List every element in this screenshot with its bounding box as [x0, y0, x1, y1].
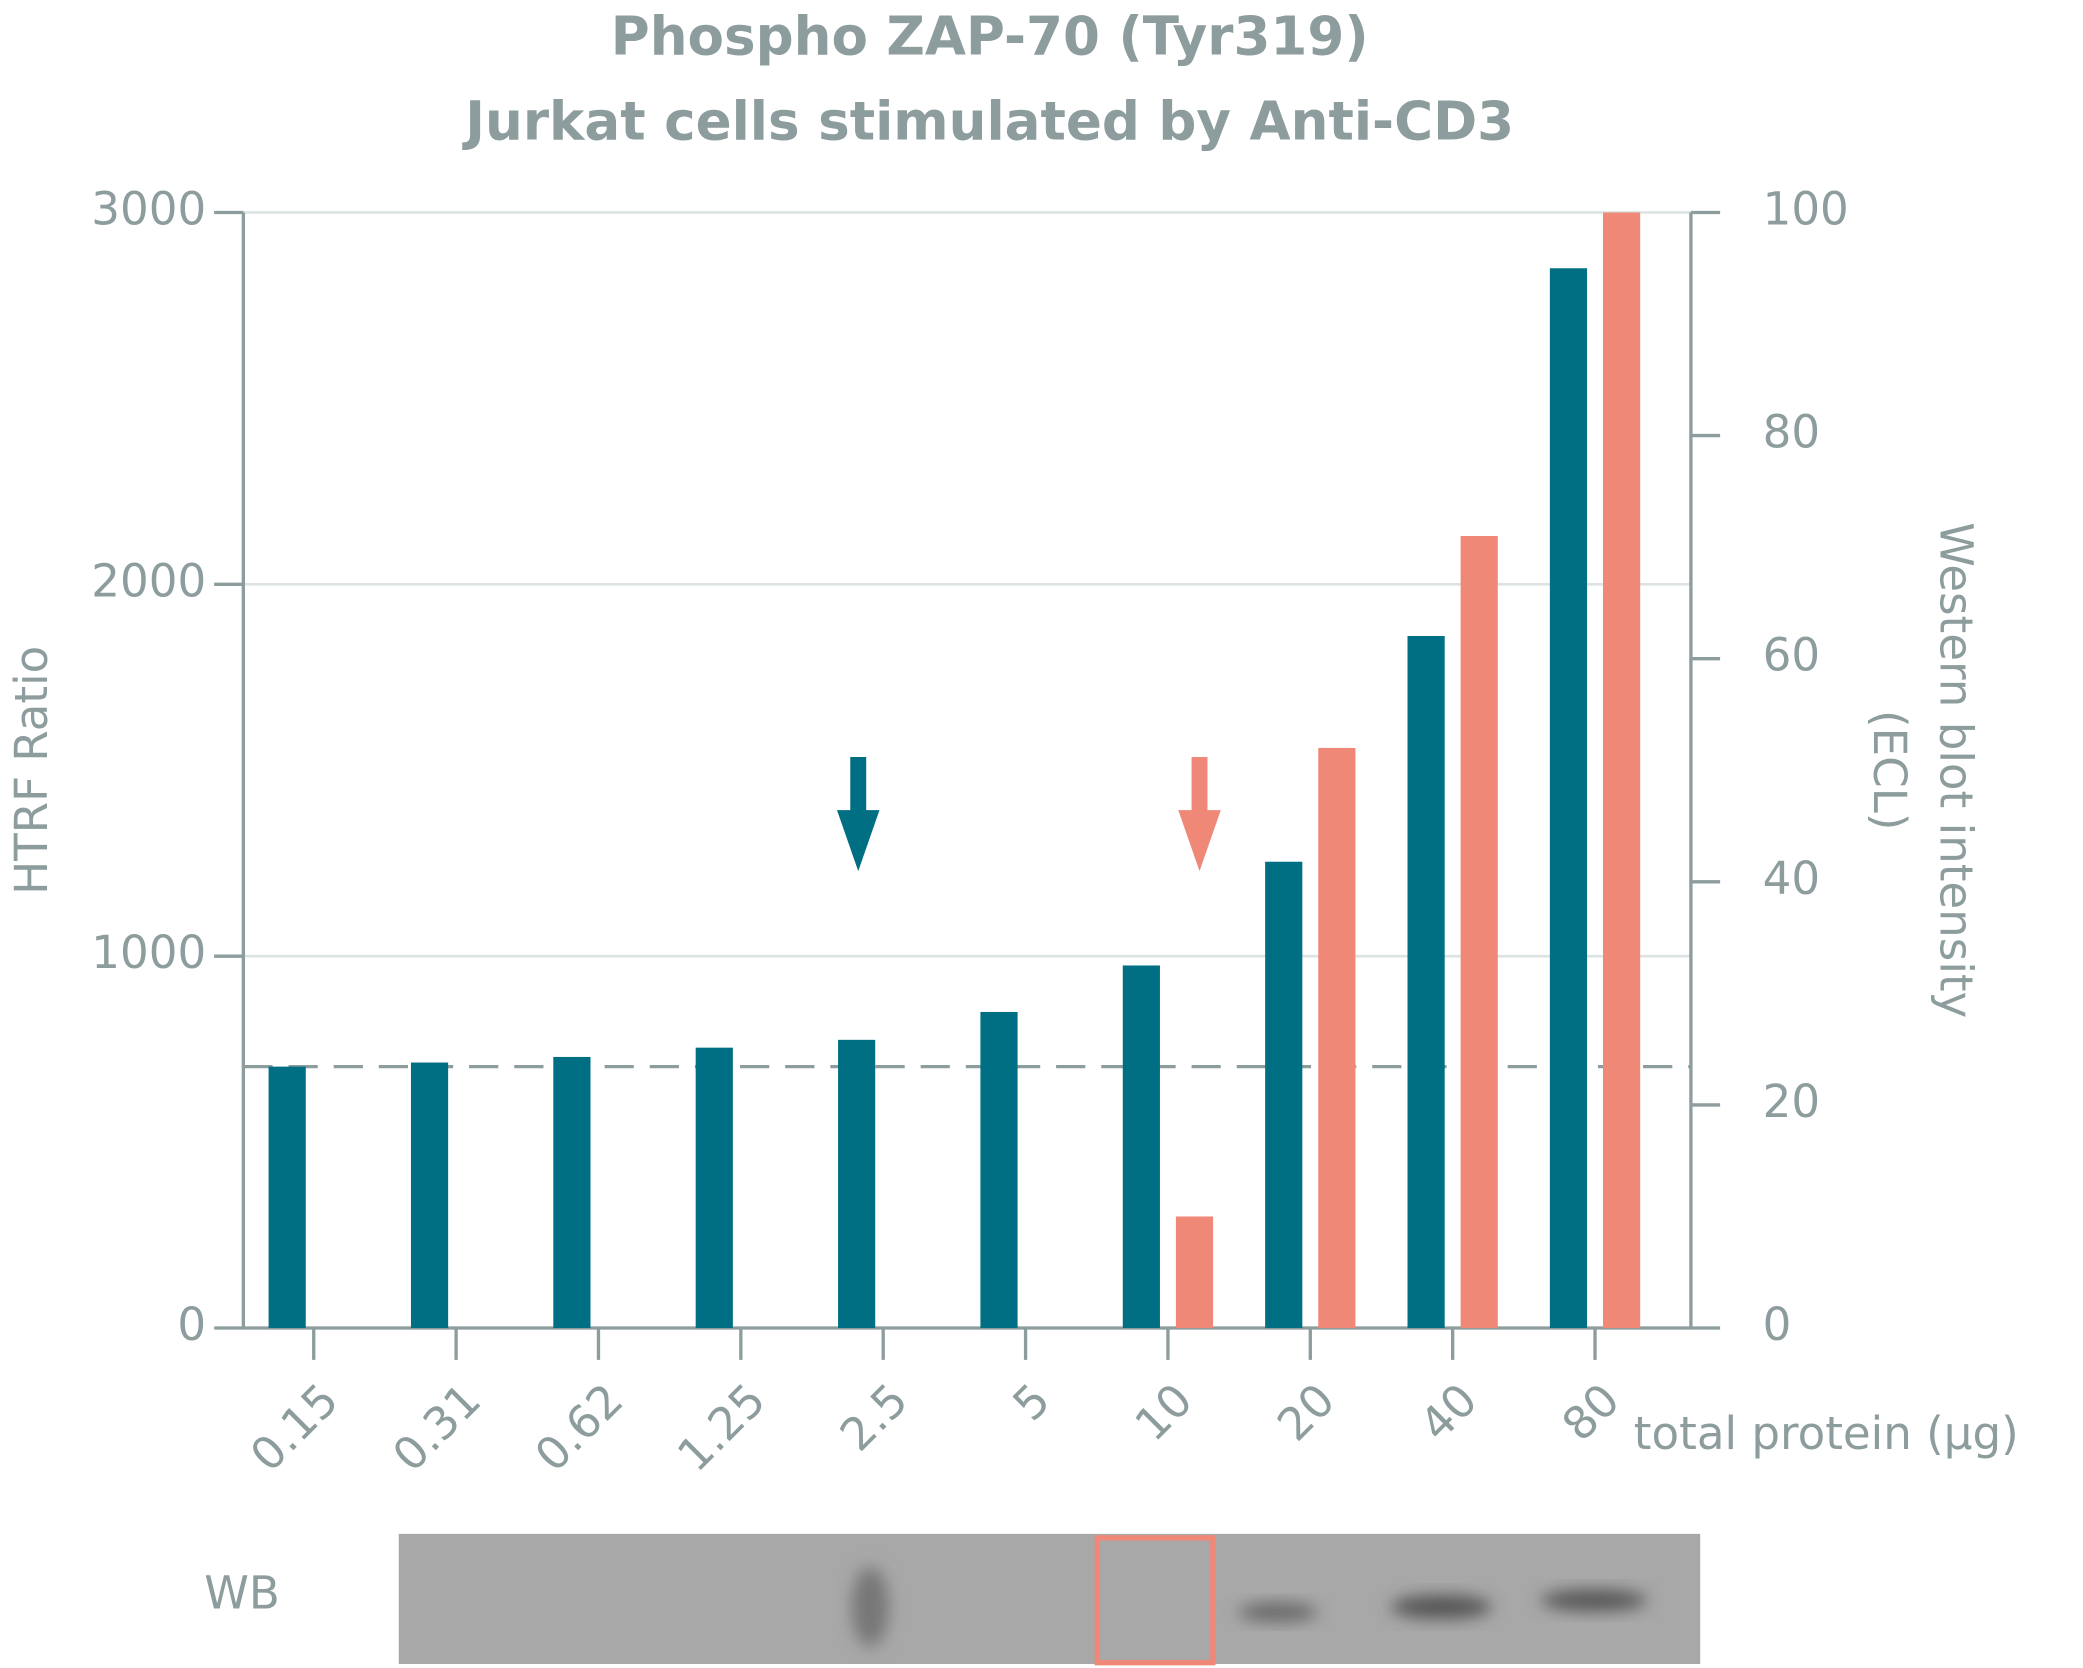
y2-tick-label: 20: [1763, 1075, 1820, 1128]
x-tick-label: 0.31: [382, 1373, 491, 1482]
bar: [1318, 747, 1356, 1329]
y2-tick-label: 0: [1763, 1298, 1792, 1351]
x-tick-label: 10: [1125, 1373, 1203, 1451]
blot-label: WB: [204, 1566, 280, 1619]
y-axis-label: HTRF Ratio: [5, 646, 58, 895]
bar: [1602, 212, 1641, 1329]
y-tick-label: 0: [177, 1298, 206, 1351]
bar: [695, 1047, 733, 1329]
y2-tick-label: 40: [1763, 852, 1820, 905]
bar: [1407, 636, 1445, 1329]
chart-title: Phospho ZAP-70 (Tyr319): [611, 5, 1369, 67]
x-tick-label: 0.15: [240, 1373, 349, 1482]
y2-tick-label: 80: [1763, 406, 1820, 459]
x-tick-label: 80: [1552, 1373, 1630, 1451]
y2-tick-label: 100: [1763, 182, 1849, 235]
bar: [553, 1056, 591, 1329]
y2-tick-label: 60: [1763, 629, 1820, 682]
bar: [268, 1066, 306, 1329]
x-tick-label: 40: [1409, 1373, 1487, 1451]
arrow: [836, 756, 880, 872]
bar: [1122, 965, 1160, 1329]
bar: [980, 1011, 1018, 1329]
y-tick-label: 1000: [91, 926, 206, 979]
bar: [1265, 861, 1303, 1329]
bar: [1460, 535, 1498, 1329]
y2-axis-label: (ECL): [1863, 710, 1916, 830]
arrow: [1178, 756, 1221, 872]
x-axis-label: total protein (µg): [1634, 1407, 2019, 1460]
y2-axis-label: Western blot intensity: [1930, 522, 1983, 1018]
x-tick-label: 0.62: [525, 1373, 634, 1482]
bar: [1175, 1216, 1214, 1329]
bar: [838, 1039, 876, 1329]
y-tick-label: 3000: [91, 182, 206, 235]
x-tick-label: 2.5: [830, 1373, 918, 1461]
x-tick-label: 20: [1267, 1373, 1345, 1451]
blot-image: [398, 1533, 1701, 1666]
x-tick-label: 1.25: [667, 1373, 776, 1482]
bar: [410, 1062, 449, 1329]
chart-title: Jurkat cells stimulated by Anti-CD3: [462, 90, 1514, 152]
bar: [1549, 268, 1588, 1329]
y-tick-label: 2000: [91, 554, 206, 607]
x-tick-label: 5: [1003, 1373, 1061, 1431]
